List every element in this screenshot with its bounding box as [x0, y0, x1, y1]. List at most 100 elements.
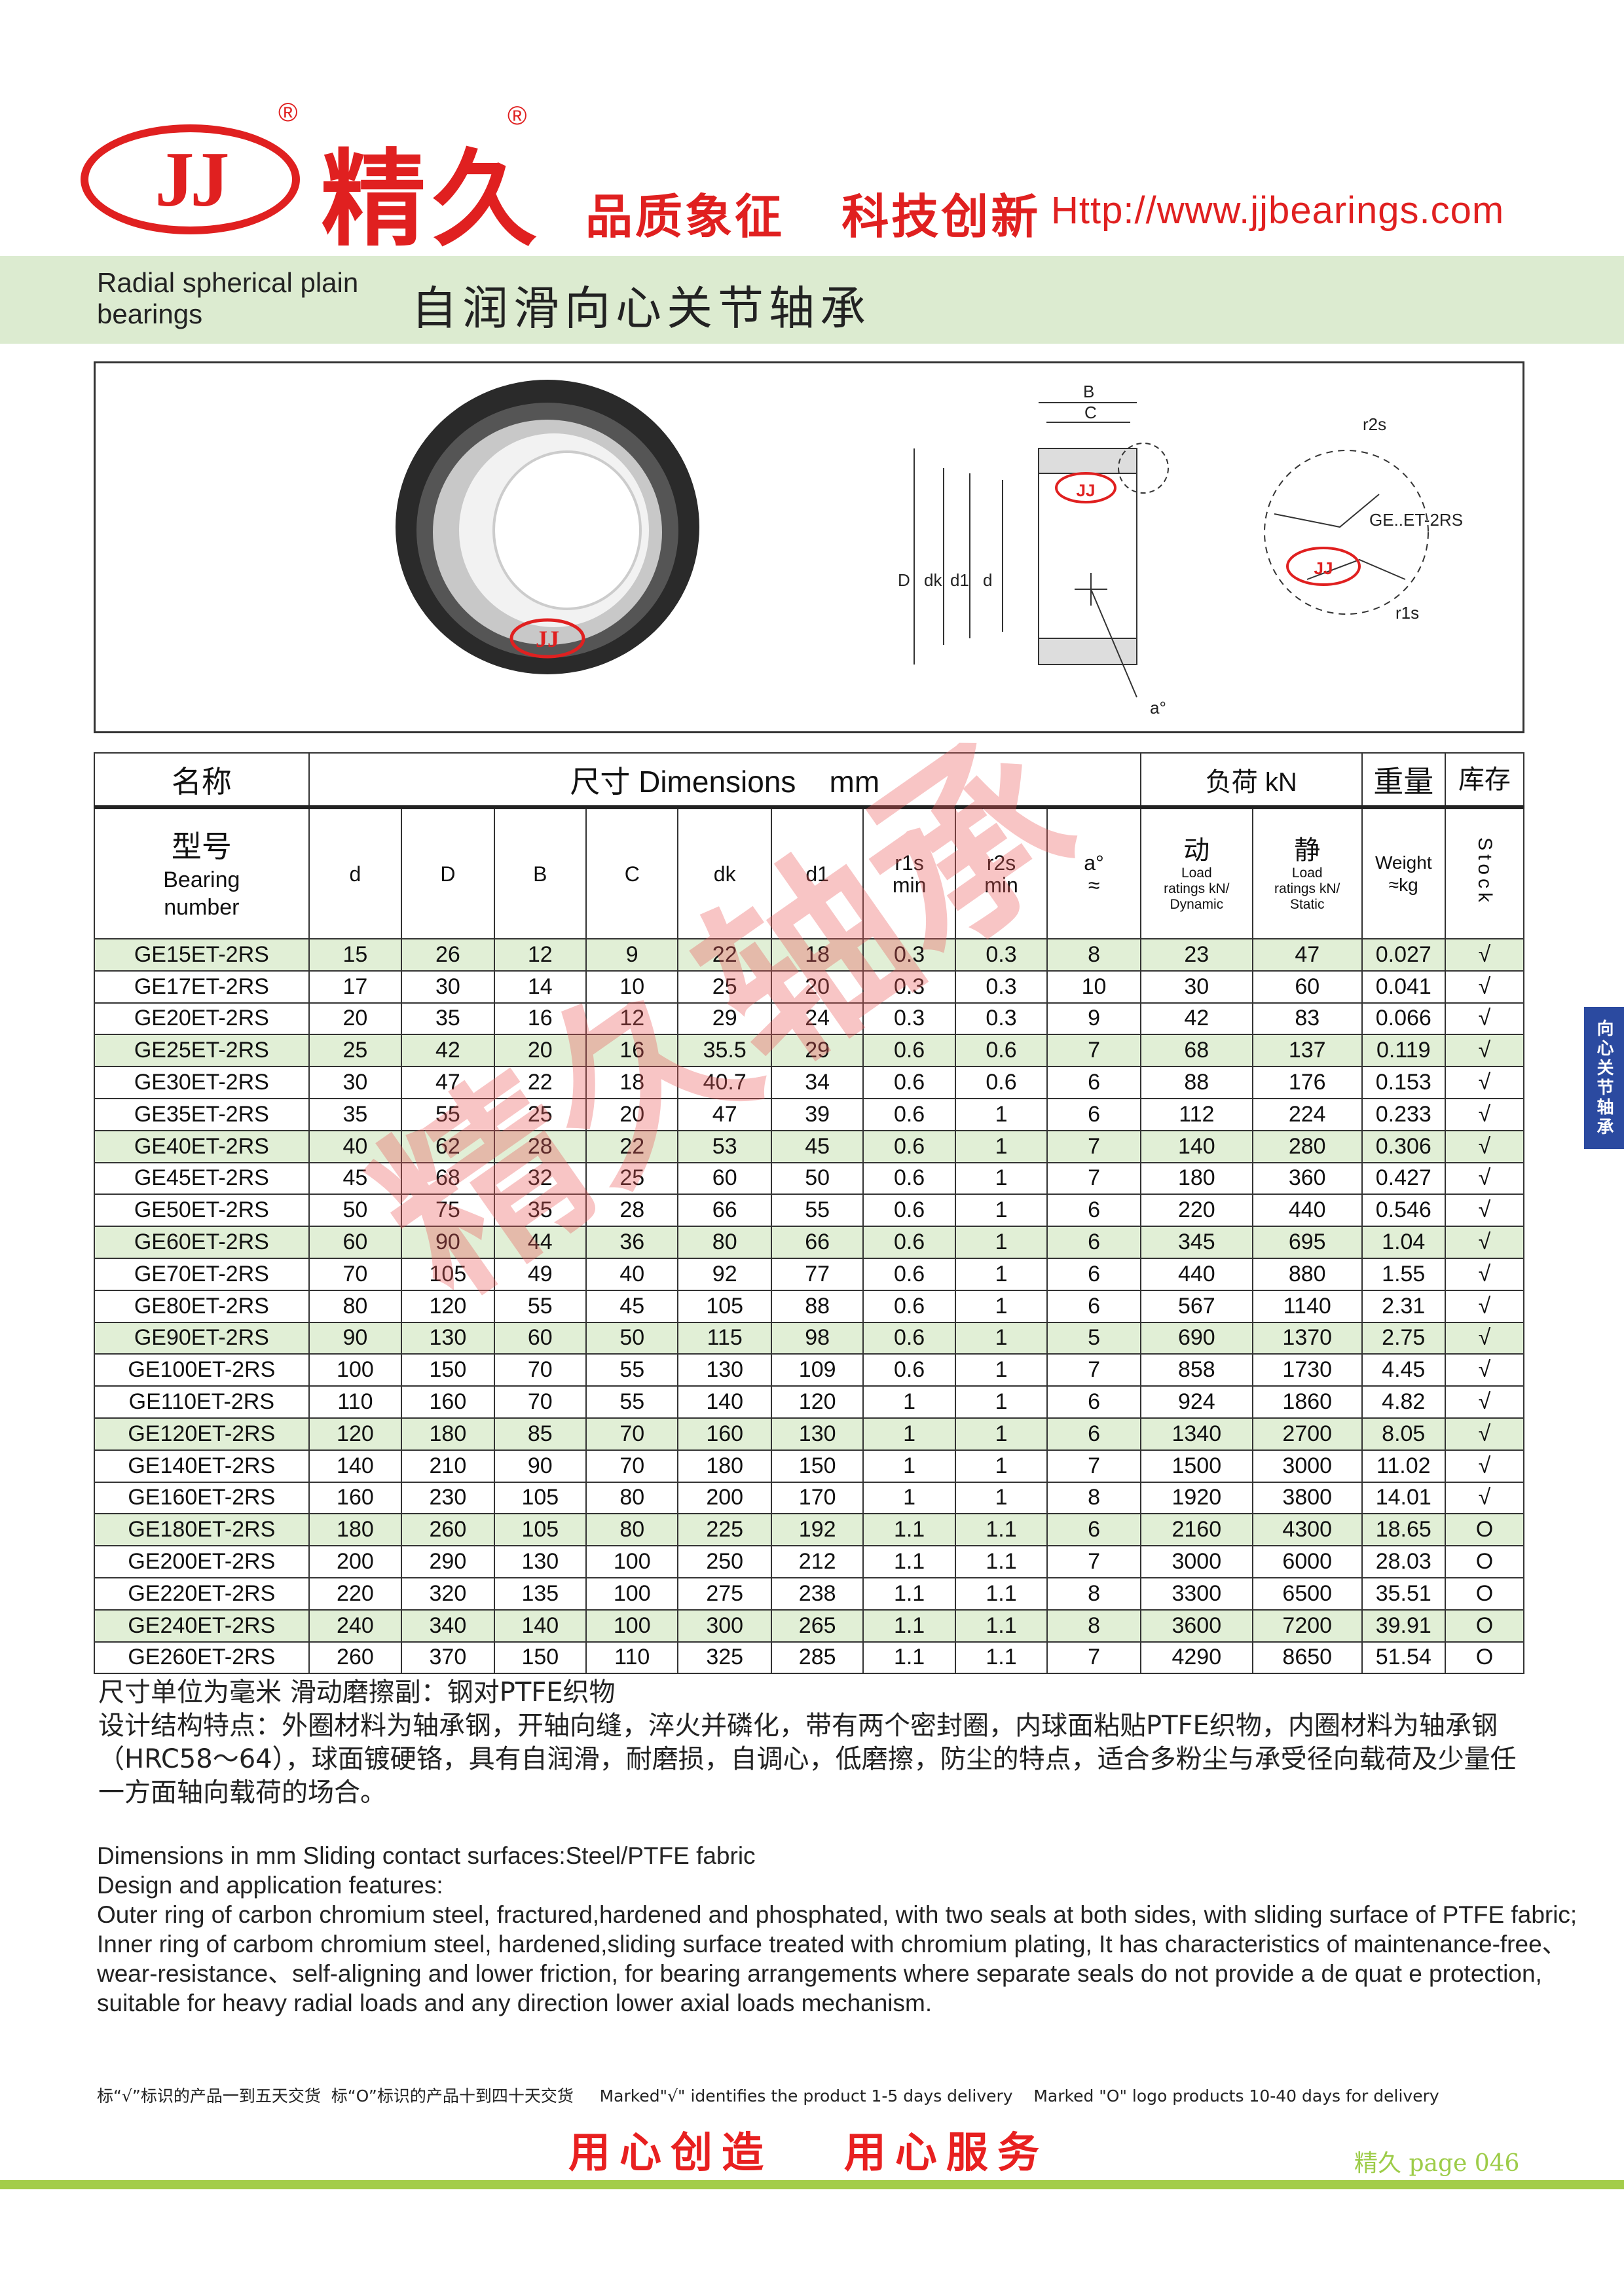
table-cell: 115: [677, 1321, 772, 1355]
table-cell: 66: [677, 1194, 772, 1228]
figure-box: JJ B C D dk d1 d a° r2s r1s G: [94, 361, 1524, 733]
bearing-number-cell: GE120ET-2RS: [94, 1417, 310, 1451]
table-cell: 1: [954, 1129, 1048, 1163]
table-cell: 265: [770, 1609, 864, 1643]
table-cell: 0.6: [862, 1289, 956, 1323]
header-model-cn: 型号: [171, 829, 232, 864]
table-cell: 6500: [1251, 1576, 1363, 1611]
table-cell: 1.1: [862, 1545, 956, 1578]
header-col: a° ≈: [1046, 807, 1141, 939]
website-link[interactable]: Http://www.jjbearings.com: [1051, 189, 1505, 232]
table-cell: 7: [1046, 1161, 1141, 1195]
table-cell: 1.1: [862, 1609, 956, 1643]
table-cell: 200: [308, 1545, 403, 1578]
table-cell: 30: [401, 970, 495, 1004]
table-cell: 50: [585, 1321, 679, 1355]
header-col: dk: [677, 807, 772, 939]
table-cell: 0.6: [862, 1129, 956, 1163]
table-cell: 160: [677, 1417, 772, 1451]
table-cell: 22: [677, 938, 772, 972]
table-cell: 1: [954, 1449, 1048, 1483]
table-cell: 55: [770, 1194, 864, 1228]
stock-cell: √: [1444, 1129, 1525, 1163]
table-cell: 180: [401, 1417, 495, 1451]
table-cell: 0.027: [1361, 938, 1446, 972]
logo-text: JJ: [155, 136, 230, 223]
table-cell: 0.6: [862, 1161, 956, 1195]
table-cell: 340: [401, 1609, 495, 1643]
table-cell: 1140: [1251, 1289, 1363, 1323]
header-weight-en: Weight ≈kg: [1361, 807, 1446, 939]
table-cell: 105: [493, 1481, 587, 1515]
header-slogan: 品质象征 科技创新: [585, 189, 1041, 244]
table-cell: 3300: [1139, 1576, 1253, 1611]
table-cell: 44: [493, 1226, 587, 1259]
table-row: GE200ET-2RS 200 290 130 100 250 212 1.1 1.1 7 3000…: [94, 1545, 1525, 1578]
table-cell: 20: [585, 1097, 679, 1131]
table-cell: 55: [401, 1097, 495, 1131]
bearing-number-cell: GE15ET-2RS: [94, 938, 310, 972]
stock-cell: O: [1444, 1545, 1525, 1578]
table-cell: 50: [308, 1194, 403, 1228]
header-dimensions: 尺寸 Dimensions mm: [308, 752, 1141, 809]
table-cell: 105: [401, 1257, 495, 1291]
stock-cell: √: [1444, 1449, 1525, 1483]
table-cell: 192: [770, 1513, 864, 1547]
table-cell: 35.5: [677, 1034, 772, 1068]
table-cell: 32: [493, 1161, 587, 1195]
table-cell: 695: [1251, 1226, 1363, 1259]
table-cell: 290: [401, 1545, 495, 1578]
table-cell: 14.01: [1361, 1481, 1446, 1515]
table-cell: 98: [770, 1321, 864, 1355]
table-cell: 690: [1139, 1321, 1253, 1355]
table-cell: 42: [1139, 1002, 1253, 1036]
header-col: d: [308, 807, 403, 939]
table-cell: 8650: [1251, 1641, 1363, 1675]
table-row: GE140ET-2RS 140 210 90 70 180 150 1 1 7 1500 3000 11…: [94, 1449, 1525, 1483]
table-cell: 150: [401, 1353, 495, 1387]
table-cell: 0.119: [1361, 1034, 1446, 1068]
table-cell: 66: [770, 1226, 864, 1259]
table-cell: 9: [1046, 1002, 1141, 1036]
table-cell: 60: [493, 1321, 587, 1355]
bearing-number-cell: GE220ET-2RS: [94, 1576, 310, 1611]
table-cell: 1920: [1139, 1481, 1253, 1515]
table-cell: 42: [401, 1034, 495, 1068]
table-cell: 11.02: [1361, 1449, 1446, 1483]
table-cell: 440: [1251, 1194, 1363, 1228]
table-cell: 28.03: [1361, 1545, 1446, 1578]
bearing-number-cell: GE90ET-2RS: [94, 1321, 310, 1355]
table-cell: 60: [308, 1226, 403, 1259]
side-tab[interactable]: 向心关节轴承: [1584, 1007, 1624, 1149]
table-cell: 18: [585, 1066, 679, 1099]
table-cell: 360: [1251, 1161, 1363, 1195]
table-cell: 880: [1251, 1257, 1363, 1291]
table-cell: 0.6: [862, 1226, 956, 1259]
page-number: 精久 page 046: [1354, 2150, 1520, 2177]
drawing-logo: JJ: [1077, 481, 1096, 500]
table-cell: 45: [308, 1161, 403, 1195]
table-row: GE25ET-2RS 25 42 20 16 35.5 29 0.6 0.6 7 68 137 0.11…: [94, 1034, 1525, 1068]
table-row: GE100ET-2RS 100 150 70 55 130 109 0.6 1 7 858 1730 4…: [94, 1353, 1525, 1387]
header-stock-en: Stock: [1444, 807, 1525, 939]
table-cell: 60: [677, 1161, 772, 1195]
table-cell: 100: [585, 1609, 679, 1643]
bearing-number-cell: GE17ET-2RS: [94, 970, 310, 1004]
bearing-number-cell: GE60ET-2RS: [94, 1226, 310, 1259]
table-cell: 0.427: [1361, 1161, 1446, 1195]
stock-cell: √: [1444, 1481, 1525, 1515]
table-cell: 1370: [1251, 1321, 1363, 1355]
table-cell: 238: [770, 1576, 864, 1611]
table-cell: 6: [1046, 1257, 1141, 1291]
table-row: GE17ET-2RS 17 30 14 10 25 20 0.3 0.3 10 30 60 0.041 √: [94, 970, 1525, 1004]
header-stock-text: Stock: [1473, 837, 1496, 907]
table-cell: 1: [954, 1161, 1048, 1195]
table-cell: 0.6: [862, 1066, 956, 1099]
table-cell: 180: [1139, 1161, 1253, 1195]
notes-cn: 尺寸单位为毫米 滑动磨擦副：钢对PTFE织物 设计结构特点：外圈材料为轴承钢，开…: [98, 1676, 1539, 1810]
bearing-number-cell: GE40ET-2RS: [94, 1129, 310, 1163]
table-cell: 18: [770, 938, 864, 972]
table-cell: 2.31: [1361, 1289, 1446, 1323]
table-cell: 25: [585, 1161, 679, 1195]
title-en: Radial spherical plain bearings: [97, 267, 359, 329]
